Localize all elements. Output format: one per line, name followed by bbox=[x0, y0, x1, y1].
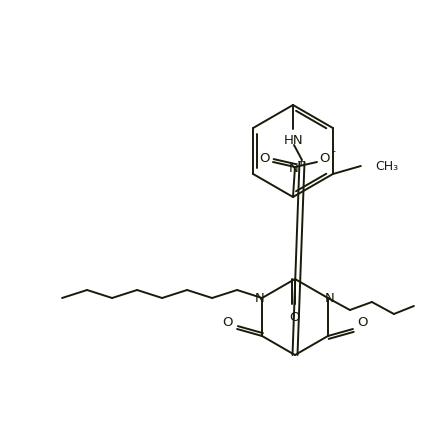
Text: +: + bbox=[297, 157, 305, 167]
Text: HN: HN bbox=[284, 133, 304, 146]
Text: O: O bbox=[358, 316, 368, 329]
Text: CH₃: CH₃ bbox=[375, 160, 398, 173]
Text: N: N bbox=[325, 292, 335, 305]
Text: -: - bbox=[331, 146, 335, 155]
Text: N: N bbox=[255, 292, 265, 305]
Text: O: O bbox=[260, 151, 270, 164]
Text: O: O bbox=[290, 311, 300, 324]
Text: O: O bbox=[320, 151, 330, 164]
Text: O: O bbox=[222, 316, 232, 329]
Text: N: N bbox=[289, 162, 299, 175]
